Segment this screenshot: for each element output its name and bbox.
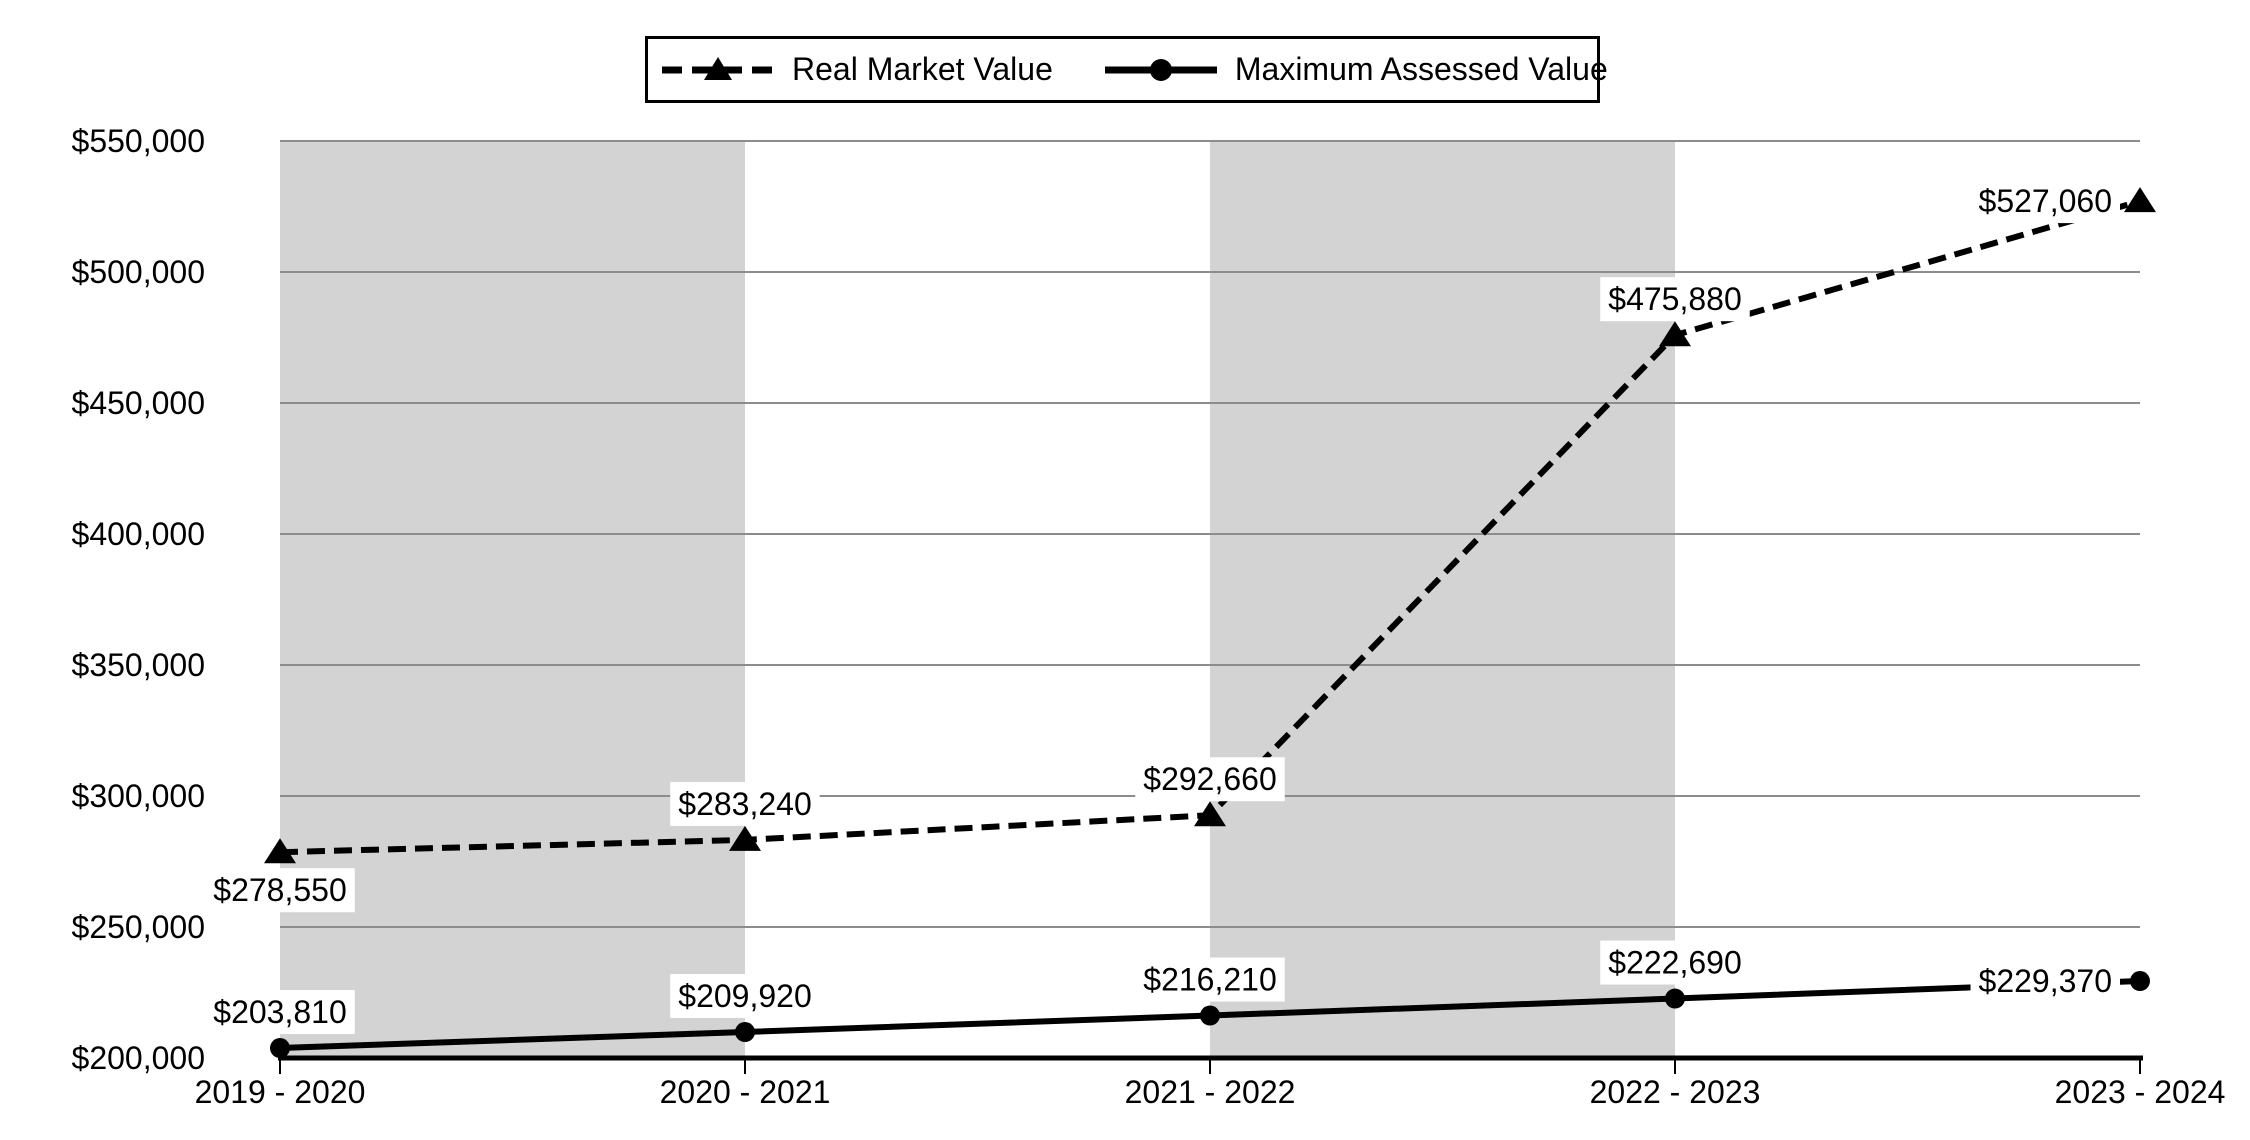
data-label-background bbox=[1135, 757, 1285, 802]
data-label-background bbox=[1600, 940, 1750, 985]
marker-triangle-real-market-value bbox=[1659, 321, 1691, 347]
data-label-maximum-assessed-value: $229,370 bbox=[1979, 963, 2112, 999]
y-tick-label: $450,000 bbox=[72, 385, 205, 421]
plot-band bbox=[1210, 141, 1675, 1058]
x-tick-label: 2021 - 2022 bbox=[1125, 1074, 1296, 1110]
marker-triangle-real-market-value bbox=[2124, 187, 2156, 213]
data-label-maximum-assessed-value: $222,690 bbox=[1608, 945, 1741, 981]
marker-circle-maximum-assessed-value bbox=[1665, 988, 1685, 1009]
y-tick-label: $400,000 bbox=[72, 516, 205, 552]
y-tick-label: $250,000 bbox=[72, 909, 205, 945]
legend-item-maximum-assessed-value: Maximum Assessed Value bbox=[1104, 51, 1608, 88]
legend-solid-circle-sample-icon bbox=[1104, 58, 1217, 81]
data-label-real-market-value: $292,660 bbox=[1143, 761, 1276, 797]
data-label-real-market-value: $278,550 bbox=[213, 872, 346, 908]
marker-circle-maximum-assessed-value bbox=[2130, 971, 2150, 992]
y-tick-label: $500,000 bbox=[72, 254, 205, 290]
data-label-maximum-assessed-value: $209,920 bbox=[678, 978, 811, 1014]
marker-triangle-real-market-value bbox=[264, 838, 296, 864]
data-label-background bbox=[205, 868, 355, 913]
marker-circle-maximum-assessed-value bbox=[270, 1038, 290, 1059]
marker-circle-maximum-assessed-value bbox=[1200, 1005, 1220, 1026]
x-tick-label: 2020 - 2021 bbox=[660, 1074, 831, 1110]
data-label-real-market-value: $283,240 bbox=[678, 786, 811, 822]
marker-circle-maximum-assessed-value bbox=[735, 1022, 755, 1043]
legend: Real Market Value Maximum Assessed Value bbox=[645, 36, 1608, 103]
legend-label-maximum-assessed-value: Maximum Assessed Value bbox=[1234, 51, 1608, 87]
legend-item-real-market-value: Real Market Value bbox=[662, 51, 1053, 88]
y-tick-label: $550,000 bbox=[72, 123, 205, 159]
x-tick-label: 2022 - 2023 bbox=[1590, 1074, 1761, 1110]
marker-triangle-real-market-value bbox=[729, 825, 761, 851]
data-label-background bbox=[1970, 959, 2120, 1004]
x-tick-label: 2019 - 2020 bbox=[195, 1074, 366, 1110]
plot-band bbox=[280, 141, 745, 1058]
data-label-real-market-value: $475,880 bbox=[1608, 281, 1741, 317]
y-tick-label: $350,000 bbox=[72, 647, 205, 683]
y-tick-label: $200,000 bbox=[72, 1040, 205, 1076]
data-label-real-market-value: $527,060 bbox=[1979, 183, 2112, 219]
data-label-background bbox=[205, 990, 355, 1035]
data-label-background bbox=[670, 781, 820, 826]
legend-label-real-market-value: Real Market Value bbox=[792, 51, 1053, 87]
data-label-background bbox=[1970, 179, 2120, 224]
x-tick-label: 2023 - 2024 bbox=[2055, 1074, 2226, 1110]
data-label-maximum-assessed-value: $203,810 bbox=[213, 994, 346, 1030]
data-label-background bbox=[1600, 277, 1750, 322]
y-tick-label: $300,000 bbox=[72, 778, 205, 814]
data-label-background bbox=[1135, 957, 1285, 1002]
marker-triangle-real-market-value bbox=[1194, 801, 1226, 827]
legend-dashed-triangle-sample-icon bbox=[662, 56, 774, 80]
data-label-maximum-assessed-value: $216,210 bbox=[1143, 962, 1276, 998]
data-label-background bbox=[670, 974, 820, 1019]
